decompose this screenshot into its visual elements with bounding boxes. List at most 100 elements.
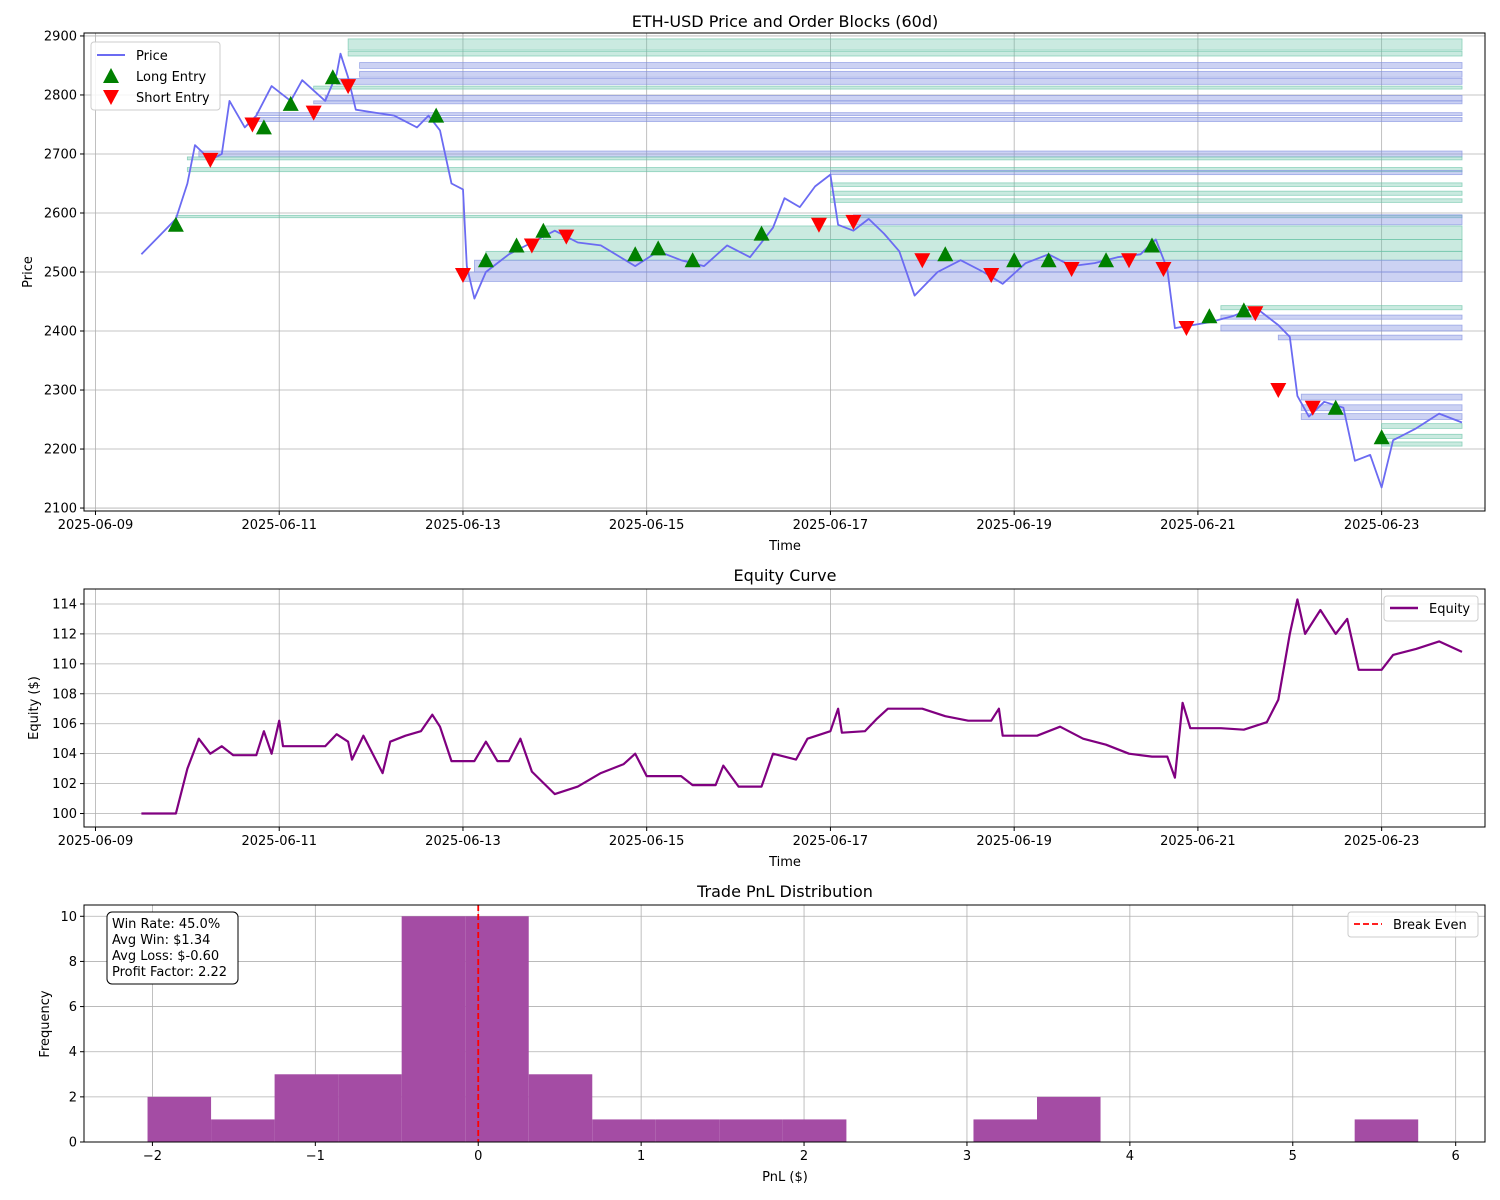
histogram-bar — [528, 1074, 593, 1142]
histogram-bar — [338, 1074, 402, 1142]
y-tick-label: 2500 — [44, 266, 77, 281]
histogram-bar — [1037, 1096, 1101, 1142]
equity-legend-box — [1383, 595, 1479, 622]
y-tick-label: 110 — [52, 657, 77, 672]
bullish-order-block — [830, 182, 1463, 187]
bearish-order-block — [830, 170, 1463, 176]
long-entry-marker — [1373, 429, 1390, 445]
equity-panel: Equity Curve 2025-06-09 2025-06-11 2025-06… — [27, 566, 1486, 870]
bullish-order-block — [186, 167, 1463, 173]
long-entry-marker — [1040, 252, 1057, 268]
x-tick-label: 2025-06-09 — [58, 518, 134, 533]
legend-break-even-label: Break Even — [1393, 918, 1467, 933]
y-tick-label: 2600 — [44, 206, 77, 221]
x-tick-label: 2025-06-19 — [976, 834, 1052, 849]
bullish-order-block — [830, 198, 1463, 203]
y-tick-label: 2900 — [44, 29, 77, 44]
short-entry-marker — [1304, 400, 1321, 416]
bullish-order-block — [347, 38, 1463, 51]
x-tick-label: 3 — [963, 1149, 971, 1164]
pnl-legend-box — [1347, 911, 1479, 938]
short-entry-marker — [1155, 262, 1172, 278]
pnl-legend: Break Even — [1347, 911, 1479, 938]
price-chart-title: ETH-USD Price and Order Blocks (60d) — [632, 12, 939, 31]
bearish-order-block — [474, 259, 1463, 273]
short-entry-marker — [1063, 262, 1080, 278]
bearish-order-block — [1220, 324, 1463, 332]
bullish-order-block — [1381, 433, 1463, 439]
y-tick-label: 2 — [69, 1090, 77, 1105]
legend-price-label: Price — [136, 49, 168, 64]
legend-long-entry-marker — [103, 68, 119, 83]
x-tick-label: 2025-06-23 — [1344, 834, 1420, 849]
long-entry-marker — [428, 107, 445, 123]
bullish-order-block — [531, 239, 1463, 252]
long-entry-marker — [1235, 302, 1252, 318]
x-tick-label: 2025-06-21 — [1160, 834, 1236, 849]
x-tick-label: 2025-06-15 — [609, 834, 685, 849]
long-entry-marker — [477, 252, 494, 268]
bullish-order-block — [1220, 305, 1463, 311]
short-entry-marker — [244, 117, 261, 133]
price-panel: ETH-USD Price and Order Blocks (60d) 202… — [21, 12, 1486, 554]
x-tick-label: 2 — [800, 1149, 808, 1164]
short-entry-marker — [1121, 253, 1138, 269]
long-entry-marker — [1098, 252, 1115, 268]
bearish-order-block — [462, 271, 1463, 282]
order-blocks — [175, 38, 1463, 447]
x-tick-label: 2025-06-09 — [58, 834, 134, 849]
bearish-order-block — [1300, 393, 1463, 401]
y-tick-label: 2800 — [44, 88, 77, 103]
long-entry-marker — [753, 225, 770, 241]
x-tick-label: 2025-06-17 — [793, 834, 869, 849]
bearish-order-block — [1277, 334, 1463, 341]
y-tick-label: 2100 — [44, 502, 77, 517]
x-tick-label: 1 — [637, 1149, 645, 1164]
x-tick-label: −1 — [306, 1149, 325, 1164]
long-entry-marker — [1143, 237, 1160, 253]
pnl-axes-frame — [83, 904, 1486, 1143]
stats-profit-factor: Profit Factor: 2.22 — [112, 965, 227, 980]
short-entry-marker — [845, 214, 862, 230]
stats-box-frame — [106, 911, 239, 985]
short-entry-marker — [340, 79, 357, 95]
histogram-bar — [401, 916, 466, 1142]
price-x-ticks: 2025-06-09 2025-06-11 2025-06-13 2025-06-15… — [58, 511, 1420, 533]
long-entry-marker — [282, 95, 299, 111]
bullish-order-block — [347, 50, 1463, 57]
short-entry-marker — [1270, 383, 1287, 399]
short-entry-marker — [1178, 321, 1195, 337]
equity-grid — [84, 589, 1485, 827]
x-tick-label: 2025-06-15 — [609, 518, 685, 533]
bullish-order-block — [1381, 441, 1463, 447]
histogram-bar — [782, 1119, 847, 1142]
x-tick-label: 2025-06-17 — [793, 518, 869, 533]
long-entry-marker — [627, 246, 644, 262]
long-entry-marker — [167, 216, 184, 232]
y-tick-label: 104 — [52, 747, 77, 762]
pnl-stats-box: Win Rate: 45.0% Avg Win: $1.34 Avg Loss:… — [106, 911, 239, 985]
y-tick-label: 106 — [52, 717, 77, 732]
bullish-order-block — [313, 85, 1463, 90]
y-tick-label: 102 — [52, 777, 77, 792]
pnl-y-axis-label: Frequency — [38, 990, 53, 1057]
equity-x-axis-label: Time — [768, 855, 801, 870]
long-entry-marker — [937, 246, 954, 262]
x-tick-label: 2025-06-23 — [1344, 518, 1420, 533]
short-entry-marker — [1247, 306, 1264, 322]
histogram-bar — [973, 1119, 1038, 1142]
histogram-bar — [274, 1074, 339, 1142]
bullish-order-block — [830, 190, 1463, 196]
y-tick-label: 112 — [52, 627, 77, 642]
pnl-panel: Trade PnL Distribution −2 −1 0 1 2 3 4 5 6 0 2 4 6 8… — [38, 882, 1486, 1185]
bearish-order-block — [853, 214, 1463, 226]
equity-line — [141, 598, 1463, 815]
y-tick-label: 114 — [52, 597, 77, 612]
bullish-order-block — [186, 156, 1463, 161]
long-entry-marker — [535, 222, 552, 238]
short-entry-marker — [914, 253, 931, 269]
bearish-order-block — [313, 100, 1463, 105]
y-tick-label: 10 — [60, 910, 77, 925]
pnl-chart-title: Trade PnL Distribution — [696, 882, 873, 901]
short-entry-marker — [202, 152, 219, 168]
